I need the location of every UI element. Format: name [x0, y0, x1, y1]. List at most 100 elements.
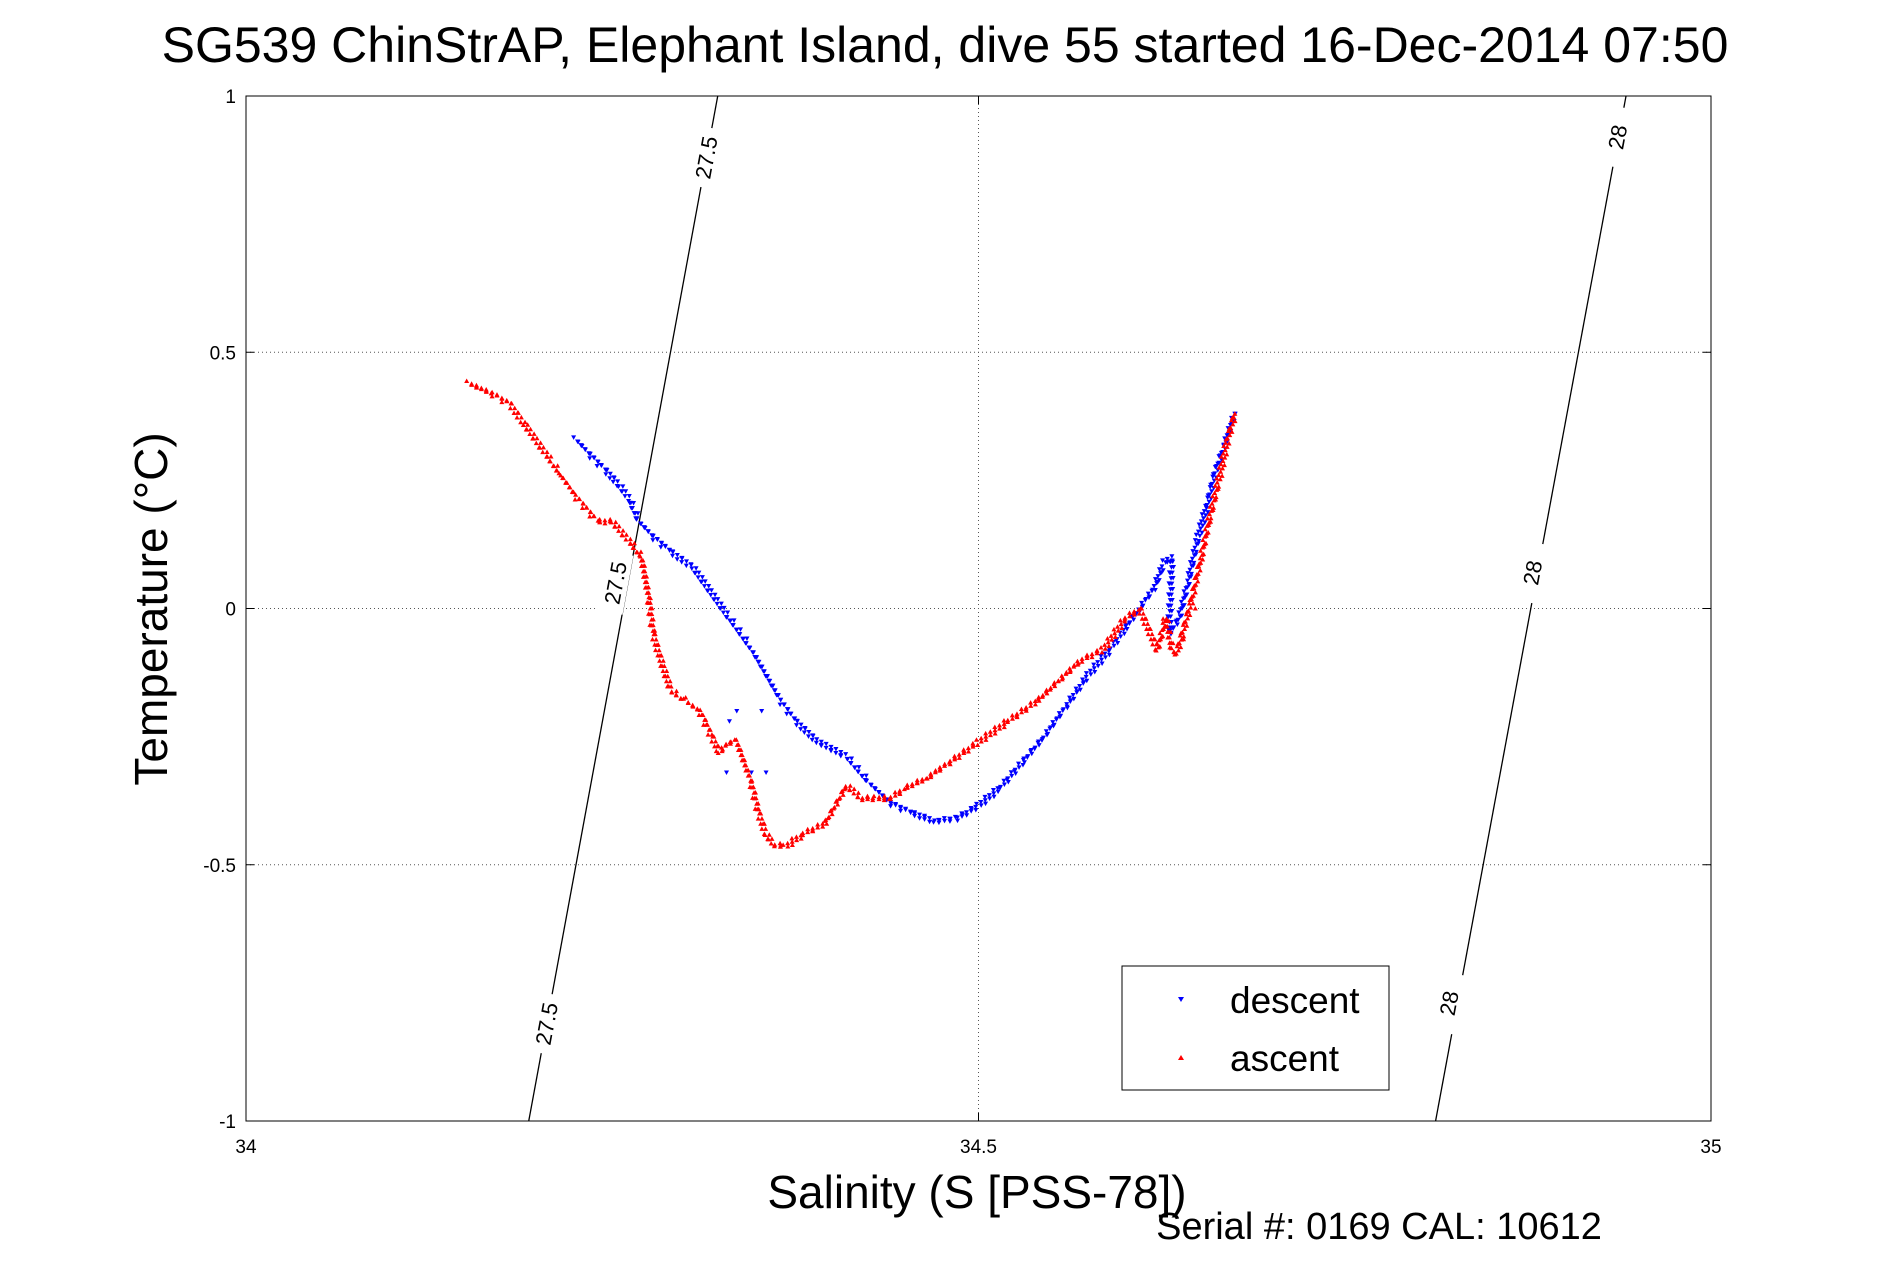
ascent-point [1197, 555, 1203, 561]
descent-point [893, 802, 899, 807]
descent-point [791, 716, 797, 721]
ascent-point [789, 835, 795, 841]
ascent-point [851, 786, 857, 792]
ascent-point [1138, 606, 1144, 611]
ascent-point [713, 738, 719, 744]
ascent-point [640, 568, 646, 574]
descent-point [766, 678, 772, 684]
ascent-point [1201, 541, 1207, 547]
ascent-point [1055, 678, 1061, 684]
descent-point [1118, 634, 1124, 639]
ascent-point [833, 799, 839, 804]
ascent-point [1071, 664, 1077, 669]
ascent-point [1142, 616, 1148, 621]
ascent-point [602, 517, 608, 523]
ascent-point [745, 773, 751, 778]
descent-point [1050, 720, 1056, 725]
ascent-point [1160, 620, 1166, 625]
ascent-point [970, 740, 976, 746]
ascent-point [597, 516, 603, 522]
descent-point [1196, 538, 1202, 544]
descent-point [986, 793, 992, 798]
ascent-point [1159, 627, 1165, 632]
ascent-point [1098, 645, 1104, 650]
ascent-point [759, 816, 765, 821]
descent-point [634, 517, 640, 522]
descent-point [778, 697, 784, 703]
descent-point [1028, 749, 1034, 754]
ascent-point [762, 832, 768, 837]
ascent-point [528, 426, 534, 432]
descent-point [868, 782, 874, 788]
descent-point [730, 622, 736, 628]
ascent-point [956, 755, 962, 760]
ascent-point [1182, 626, 1188, 631]
descent-point [787, 711, 793, 717]
descent-point [706, 583, 712, 589]
ascent-point [1047, 687, 1053, 692]
descent-point [1186, 582, 1192, 588]
contour-label-bg [1598, 105, 1636, 169]
ascent-point [531, 431, 537, 436]
ascent-point [1211, 505, 1217, 510]
ascent-point [1141, 621, 1147, 626]
contour-label-bg [1430, 971, 1468, 1035]
descent-point [1215, 461, 1221, 467]
ascent-point [1009, 712, 1015, 718]
descent-point [641, 525, 647, 530]
descent-point [814, 737, 820, 742]
ascent-point [658, 663, 664, 668]
descent-point [1170, 626, 1176, 631]
ascent-point [583, 504, 589, 510]
ascent-point [760, 821, 766, 826]
descent-point [1064, 702, 1070, 707]
ascent-point [1216, 472, 1222, 478]
ascent-point [1206, 511, 1212, 517]
descent-point [771, 688, 777, 693]
descent-point [750, 650, 756, 655]
ascent-point [1178, 644, 1184, 650]
y-axis-label: Temperature (°C) [125, 432, 177, 785]
descent-point [1201, 516, 1207, 521]
descent-point [838, 750, 844, 755]
descent-point [623, 489, 629, 494]
descent-point [1176, 610, 1182, 615]
descent-point [968, 809, 974, 814]
descent-point [731, 618, 737, 623]
descent-point [591, 455, 597, 460]
ascent-point [469, 381, 475, 386]
ascent-point [668, 683, 674, 689]
ascent-point [1225, 428, 1231, 433]
descent-point [1168, 559, 1174, 565]
ascent-point [489, 389, 495, 395]
descent-point [689, 566, 695, 571]
ascent-point [548, 453, 554, 459]
descent-point [763, 673, 769, 679]
ascent-point [1039, 694, 1045, 699]
descent-point [1123, 624, 1129, 629]
ascent-point [881, 793, 887, 799]
ascent-point [794, 837, 800, 843]
ascent-point [947, 761, 953, 767]
descent-point [810, 733, 816, 738]
ascent-point [754, 801, 760, 806]
ascent-point [892, 793, 898, 798]
ascent-point [1190, 600, 1196, 606]
ascent-point [1104, 635, 1110, 641]
descent-point [1194, 542, 1200, 547]
ascent-point [1089, 654, 1095, 660]
ascent-point [634, 549, 640, 555]
ascent-point [1175, 641, 1181, 646]
ascent-point [602, 520, 608, 526]
descent-point [757, 664, 763, 669]
descent-point [1080, 681, 1086, 686]
descent-point [1092, 670, 1098, 675]
descent-point [922, 817, 928, 822]
ascent-point [664, 683, 670, 689]
ascent-point [613, 519, 619, 525]
ascent-point [681, 696, 686, 701]
ascent-point [735, 747, 741, 752]
descent-point [587, 451, 593, 457]
ascent-point [1226, 426, 1232, 431]
descent-point [760, 669, 766, 674]
